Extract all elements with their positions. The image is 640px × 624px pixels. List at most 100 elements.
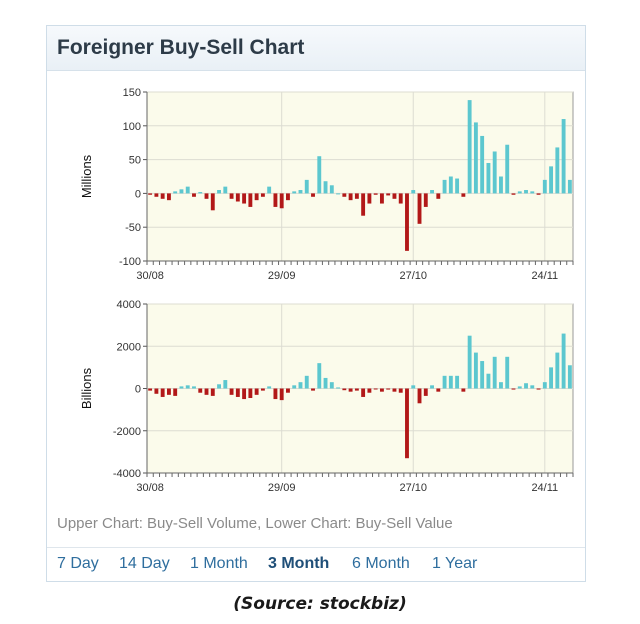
chart-svg: 150 100 50 0 -50 -100 30/08 29/09 27/10 24/11 Mill… [79, 87, 574, 282]
bar-buy [217, 190, 221, 194]
bar-sell [348, 193, 353, 201]
bar-sell [367, 388, 372, 393]
y-tick-label: 0 [135, 188, 141, 200]
bar-sell [148, 193, 153, 195]
y-tick-label: 0 [135, 384, 141, 396]
bar-sell [260, 193, 265, 197]
bar-sell [367, 193, 372, 204]
bar-buy [517, 386, 522, 389]
y-tick-label: -2000 [113, 426, 141, 438]
y-tick-label: -50 [125, 222, 141, 234]
bar-sell [536, 388, 541, 390]
period-1-month-link[interactable]: 1 Month [190, 555, 248, 572]
bar-sell [392, 388, 397, 392]
bar-buy [411, 385, 416, 389]
source-note: (Source: stockbiz) [233, 594, 407, 614]
x-tick-label: 30/08 [136, 482, 164, 494]
bar-buy [473, 352, 478, 389]
chart-panel: Foreigner Buy-Sell Chart 150 100 50 0 -50 -10… [46, 25, 586, 582]
bar-buy [217, 384, 221, 389]
bar-sell [154, 388, 159, 394]
period-1-year-link[interactable]: 1 Year [432, 555, 478, 572]
volume-chart: 150 100 50 0 -50 -100 30/08 29/09 27/10 24/11 Mill… [47, 84, 585, 289]
bar-buy [298, 382, 303, 389]
value-chart: 4000 2000 0 -2000 -4000 30/08 29/09 27/10 24/11 B… [47, 296, 585, 501]
bar-sell [354, 193, 359, 199]
bar-sell [279, 388, 284, 401]
bar-sell [392, 193, 397, 199]
period-3-month-link[interactable]: 3 Month [268, 555, 330, 572]
bar-buy [505, 356, 510, 389]
bar-sell [361, 388, 366, 397]
bar-sell [417, 193, 422, 224]
bar-buy [223, 380, 228, 389]
bar-sell [192, 193, 196, 197]
bar-buy [430, 385, 434, 389]
bar-buy [267, 186, 272, 194]
bar-sell [511, 388, 516, 390]
bar-buy [480, 361, 485, 389]
bar-buy [292, 191, 297, 194]
bar-sell [386, 388, 391, 390]
bar-sell [279, 193, 284, 209]
bar-buy [530, 191, 535, 194]
bar-sell [198, 388, 203, 393]
bar-sell [536, 193, 541, 195]
y-tick-label: 2000 [117, 341, 141, 353]
bar-buy [336, 193, 341, 195]
bar-sell [154, 193, 159, 197]
period-7-day-link[interactable]: 7 Day [57, 555, 99, 572]
bar-buy [480, 135, 485, 194]
x-tick-label: 27/10 [399, 482, 427, 494]
chart-svg: 4000 2000 0 -2000 -4000 30/08 29/09 27/10 24/11 B… [79, 299, 574, 494]
bar-sell [248, 193, 253, 207]
x-tick-label: 24/11 [531, 270, 558, 282]
bar-sell [166, 193, 171, 201]
bar-buy [336, 387, 341, 389]
bar-sell [361, 193, 366, 216]
bar-sell [286, 388, 290, 393]
bar-buy [323, 377, 328, 389]
bar-buy [499, 176, 503, 194]
bar-buy [467, 100, 472, 194]
chart-title: Foreigner Buy-Sell Chart [57, 36, 305, 59]
bar-sell [436, 193, 441, 199]
bar-sell [148, 388, 153, 391]
bar-sell [417, 388, 422, 404]
bar-sell [173, 388, 178, 396]
bar-buy [486, 162, 491, 194]
bar-sell [405, 193, 409, 251]
bar-sell [342, 193, 347, 197]
bar-sell [373, 193, 378, 195]
x-tick-label: 30/08 [136, 270, 164, 282]
bar-sell [242, 193, 247, 204]
bar-buy [555, 352, 560, 389]
y-tick-label: -100 [119, 256, 141, 268]
bar-buy [467, 335, 472, 389]
period-14-day-link[interactable]: 14 Day [119, 555, 170, 572]
bar-buy [530, 385, 535, 389]
bar-sell [398, 193, 403, 204]
bar-sell [210, 193, 215, 211]
bar-sell [461, 388, 466, 392]
bar-sell [229, 193, 234, 199]
bar-buy [455, 375, 460, 389]
bar-buy [411, 190, 416, 194]
bar-sell [423, 193, 428, 207]
y-axis-label: Billions [79, 367, 94, 409]
bar-buy [524, 190, 528, 194]
bar-buy [317, 363, 322, 389]
bar-sell [379, 388, 384, 392]
bar-buy [455, 178, 460, 194]
bar-buy [185, 385, 190, 389]
bar-buy [329, 382, 334, 389]
bar-buy [524, 383, 528, 389]
bar-buy [561, 333, 566, 389]
bar-sell [436, 388, 441, 392]
period-6-month-link[interactable]: 6 Month [352, 555, 410, 572]
bar-sell [273, 388, 278, 400]
bar-sell [398, 388, 403, 393]
bar-buy [473, 122, 478, 194]
bar-buy [329, 185, 334, 194]
bar-sell [311, 388, 315, 391]
